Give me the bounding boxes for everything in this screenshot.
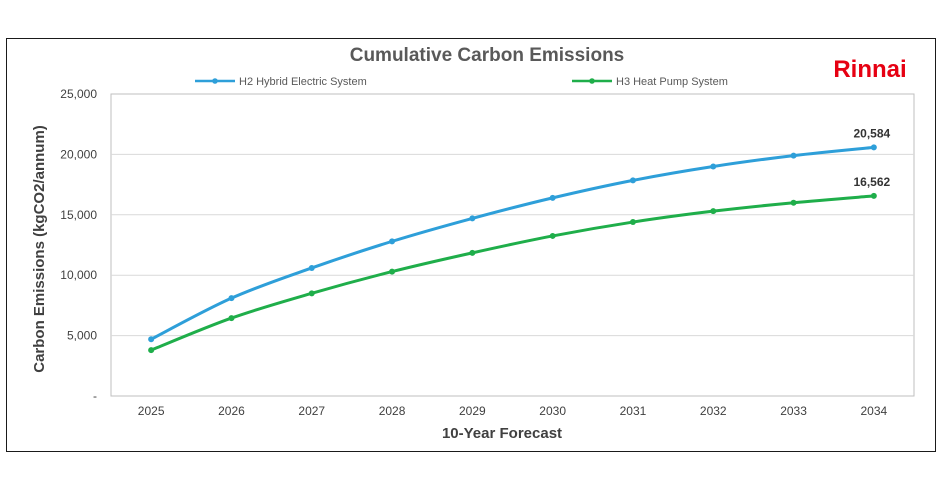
x-tick-label: 2032 <box>700 404 727 418</box>
y-tick-label: 25,000 <box>60 87 97 101</box>
data-point-h2 <box>629 177 636 184</box>
data-point-h3 <box>148 347 155 354</box>
data-point-h2 <box>710 163 717 170</box>
y-tick-label: 5,000 <box>67 329 97 343</box>
series-h3: 16,562 <box>148 175 891 354</box>
legend: H2 Hybrid Electric System H3 Heat Pump S… <box>195 76 728 88</box>
plot-area <box>110 93 915 397</box>
x-tick-label: 2026 <box>218 404 245 418</box>
data-point-h3 <box>870 192 877 199</box>
y-axis-title: Carbon Emissions (kgCO2/annum) <box>31 125 48 373</box>
x-tick-label: 2028 <box>379 404 406 418</box>
data-point-h3 <box>549 232 556 239</box>
x-tick-label: 2033 <box>780 404 807 418</box>
data-point-h2 <box>469 215 476 222</box>
data-point-h2 <box>228 295 235 302</box>
chart-frame: Cumulative Carbon Emissions Rinnai H2 Hy… <box>6 38 936 452</box>
y-tick-label: 20,000 <box>60 147 97 161</box>
x-axis-title: 10-Year Forecast <box>442 425 562 442</box>
chart-title: Cumulative Carbon Emissions <box>350 45 625 66</box>
data-point-h3 <box>228 315 235 322</box>
data-point-h3 <box>308 290 315 297</box>
series-line-h2 <box>149 145 876 341</box>
legend-marker-h3 <box>589 78 595 84</box>
data-point-h3 <box>389 268 396 275</box>
x-tick-label: 2034 <box>860 404 887 418</box>
data-point-h2 <box>148 336 155 343</box>
rinnai-logo: Rinnai <box>833 56 906 83</box>
data-point-h3 <box>790 199 797 206</box>
y-tick-label: 15,000 <box>60 208 97 222</box>
legend-label-h2: H2 Hybrid Electric System <box>239 76 367 88</box>
data-point-h2 <box>308 264 315 271</box>
x-axis-ticks: 2025 2026 2027 2028 2029 2030 2031 2032 2033 2034 <box>138 404 888 418</box>
x-tick-label: 2025 <box>138 404 165 418</box>
x-tick-label: 2031 <box>620 404 647 418</box>
y-tick-label: 10,000 <box>60 268 97 282</box>
plot-border <box>110 93 915 397</box>
gridlines <box>111 153 914 337</box>
legend-marker-h2 <box>212 78 218 84</box>
series-line-h3 <box>149 194 876 352</box>
x-tick-label: 2030 <box>539 404 566 418</box>
y-axis-ticks: - 5,000 10,000 15,000 20,000 25,000 <box>60 87 97 403</box>
legend-label-h3: H3 Heat Pump System <box>616 76 728 88</box>
legend-item-h2: H2 Hybrid Electric System <box>195 76 367 88</box>
data-point-h3 <box>629 219 636 226</box>
x-tick-label: 2027 <box>298 404 325 418</box>
x-tick-label: 2029 <box>459 404 486 418</box>
data-point-h2 <box>549 194 556 201</box>
series-h2: 20,584 <box>148 126 891 343</box>
data-point-h2 <box>790 152 797 159</box>
data-point-h2 <box>870 144 877 151</box>
line-chart: Cumulative Carbon Emissions Rinnai H2 Hy… <box>31 45 915 442</box>
data-point-h3 <box>710 208 717 215</box>
legend-item-h3: H3 Heat Pump System <box>572 76 728 88</box>
series-layer: 20,584 16,562 <box>148 126 891 354</box>
y-tick-label: - <box>93 389 97 403</box>
data-label-h2: 20,584 <box>853 126 890 140</box>
data-point-h2 <box>389 238 396 245</box>
data-point-h3 <box>469 249 476 256</box>
data-label-h3: 16,562 <box>853 175 890 189</box>
